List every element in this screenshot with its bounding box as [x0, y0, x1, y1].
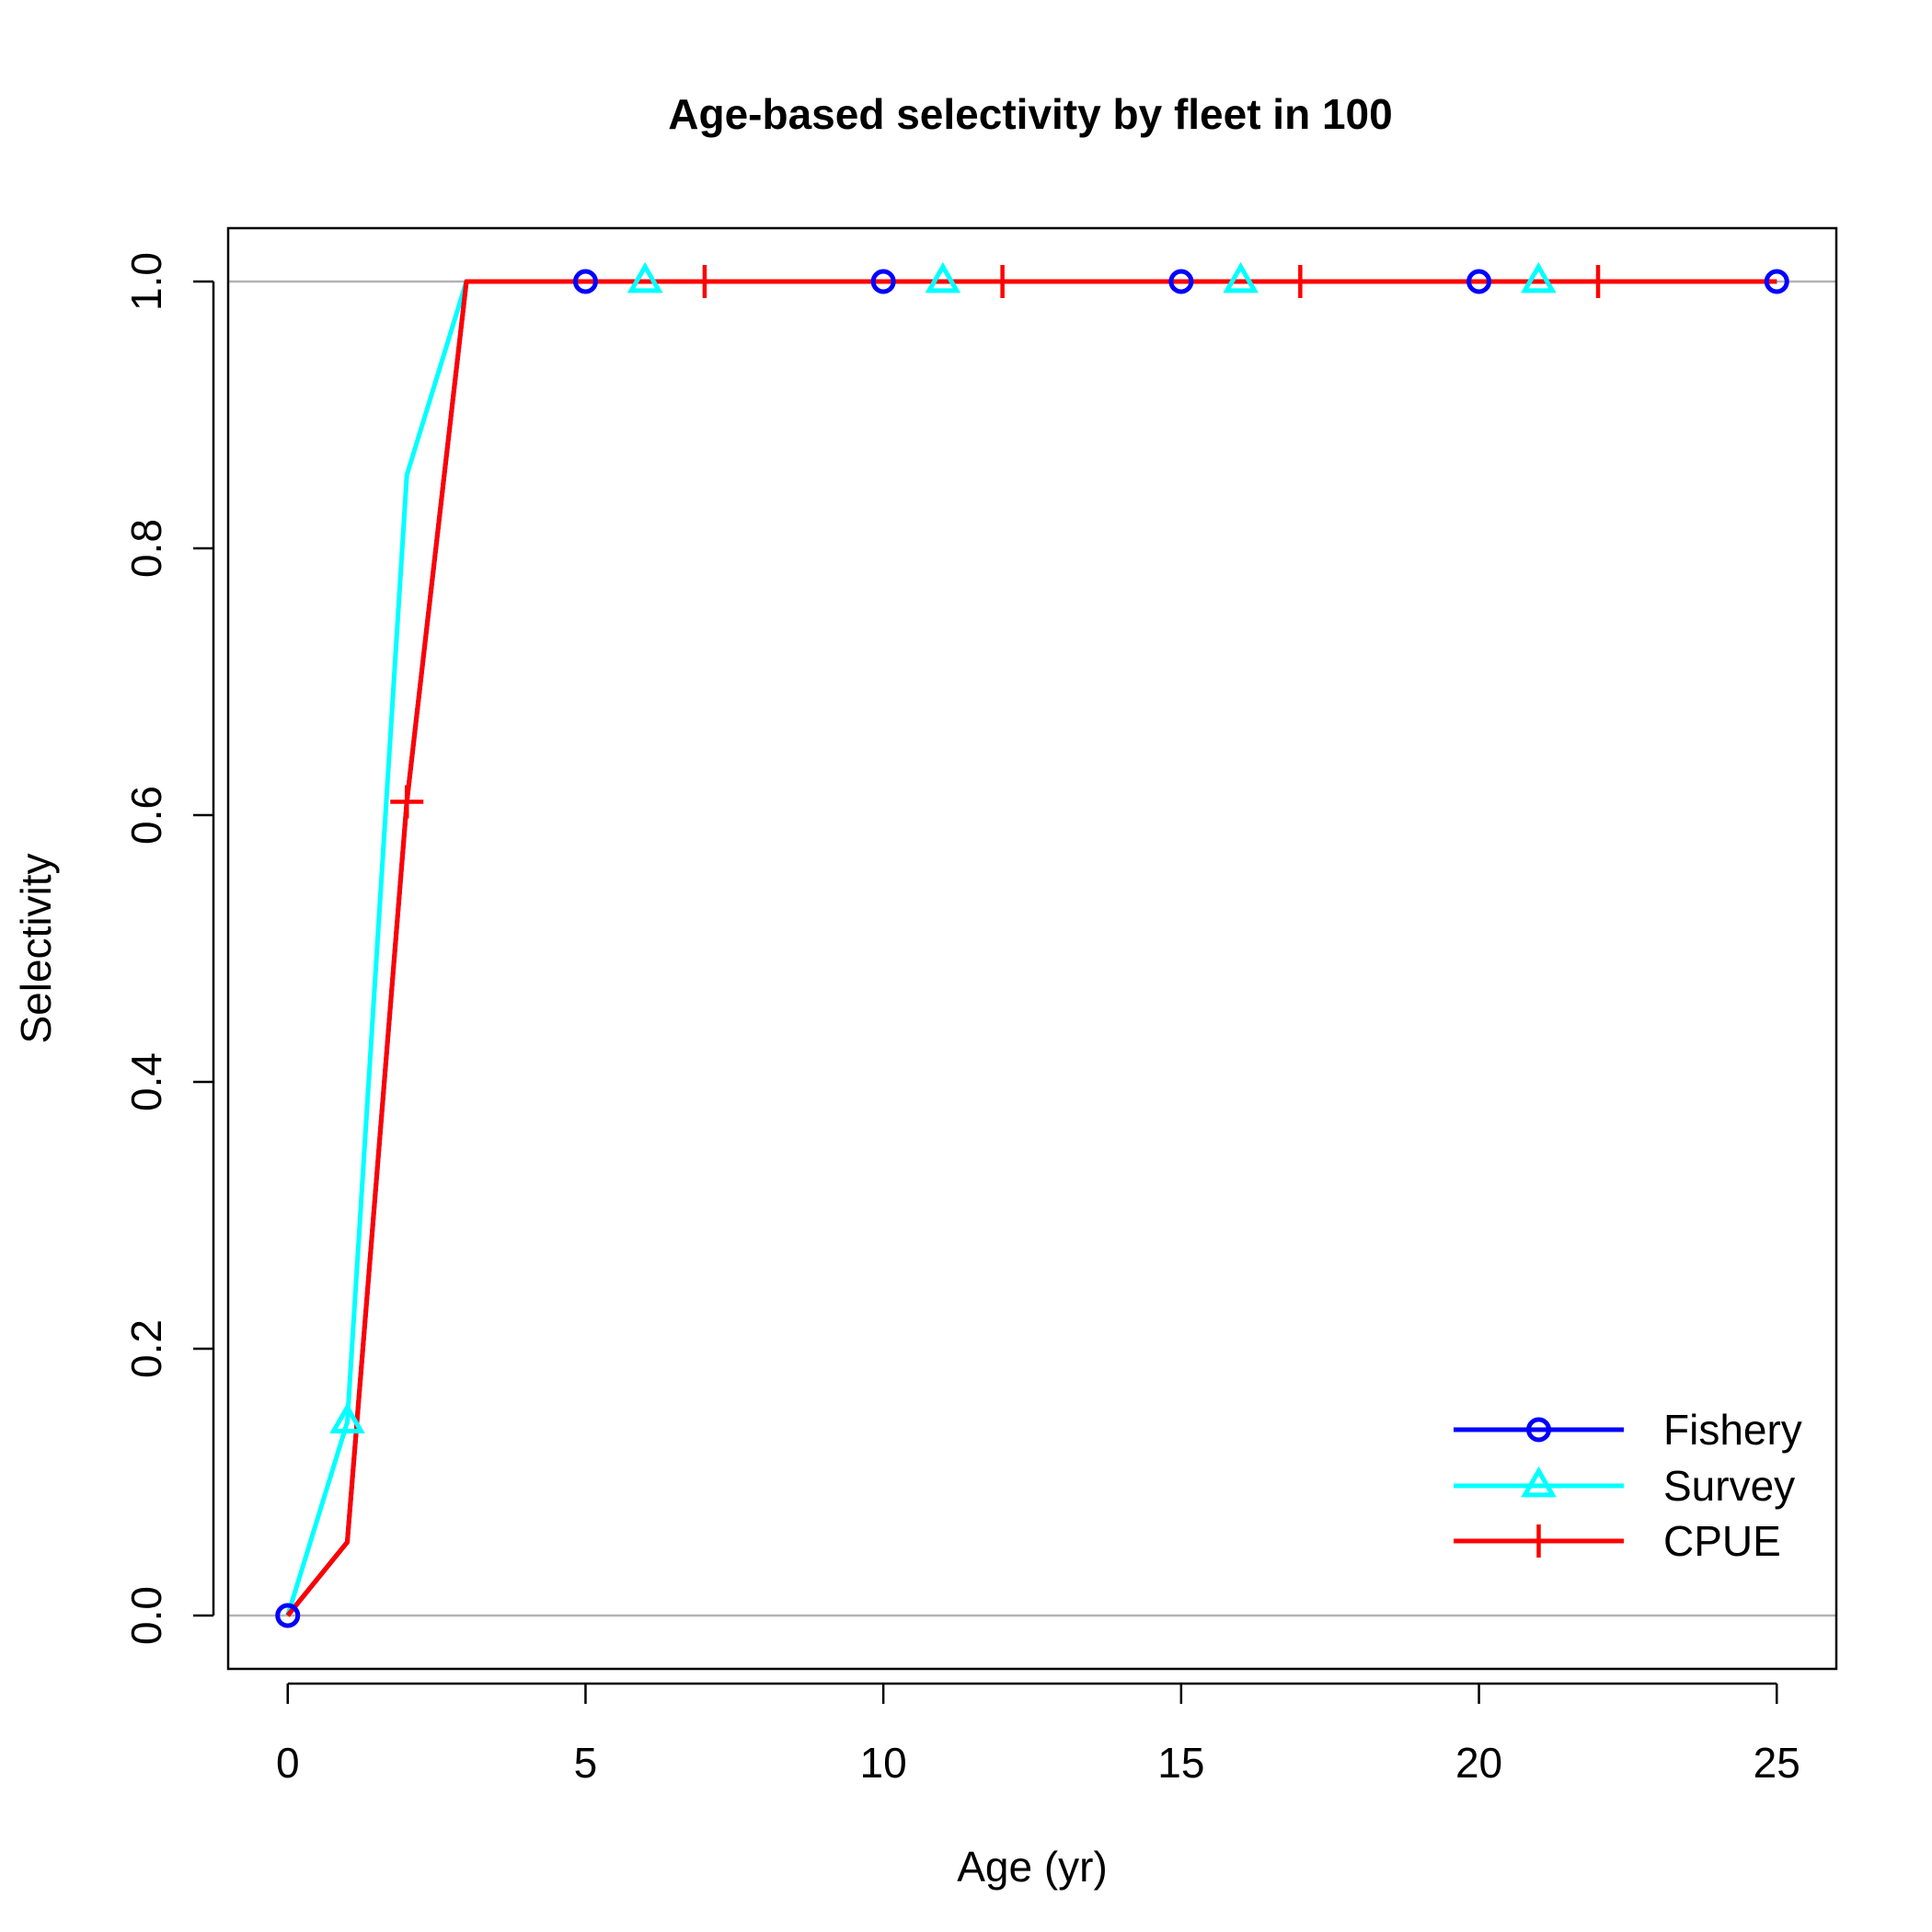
- y-tick-label: 0.8: [122, 519, 170, 578]
- marker-cpue-22: [1581, 265, 1616, 298]
- y-tick-label: 0.4: [122, 1052, 170, 1111]
- y-axis-label: Selectivity: [12, 853, 60, 1043]
- marker-cpue-12: [985, 265, 1019, 298]
- legend-label: Fishery: [1663, 1406, 1802, 1454]
- y-tick-label: 1.0: [122, 252, 170, 311]
- legend-marker-circle: [1526, 1417, 1551, 1443]
- chart-title: Age-based selectivity by fleet in 100: [668, 90, 1392, 138]
- marker-fishery-20: [1466, 269, 1492, 294]
- marker-cpue-17: [1283, 265, 1317, 298]
- marker-fishery-0: [275, 1603, 301, 1628]
- marker-survey-6: [627, 261, 663, 293]
- x-axis-label: Age (yr): [957, 1843, 1108, 1891]
- legend-marker-plus: [1522, 1524, 1556, 1558]
- x-tick-label: 10: [860, 1739, 907, 1787]
- legend-item-fishery: Fishery: [1454, 1406, 1802, 1454]
- legend-marker-triangle: [1521, 1466, 1557, 1498]
- y-axis: 0.0 0.2 0.4 0.6 0.8 1.0: [122, 252, 215, 1645]
- legend-label: CPUE: [1663, 1517, 1781, 1565]
- y-tick-label: 0.0: [122, 1586, 170, 1645]
- legend-item-cpue: CPUE: [1454, 1517, 1781, 1565]
- x-tick-label: 0: [276, 1739, 300, 1787]
- reference-lines: [228, 280, 1836, 1617]
- series-line-survey: [285, 279, 1777, 1616]
- marker-fishery-25: [1764, 269, 1789, 294]
- series-markers: [275, 261, 1789, 1628]
- series-line-cpue: [285, 279, 1777, 1617]
- x-axis: 0 5 10 15 20 25: [276, 1682, 1800, 1787]
- marker-survey-21: [1520, 261, 1557, 293]
- marker-survey-16: [1223, 261, 1259, 293]
- x-tick-label: 20: [1455, 1739, 1502, 1787]
- y-tick-label: 0.6: [122, 786, 170, 845]
- plot-frame: [226, 226, 1838, 1671]
- legend: Fishery Survey CPUE: [1454, 1406, 1802, 1565]
- y-tick-label: 0.2: [122, 1319, 170, 1378]
- x-tick-label: 5: [574, 1739, 598, 1787]
- marker-survey-1: [329, 1402, 365, 1434]
- legend-item-survey: Survey: [1454, 1462, 1795, 1510]
- x-tick-label: 25: [1754, 1739, 1800, 1787]
- legend-label: Survey: [1663, 1462, 1795, 1510]
- series-lines: [285, 279, 1777, 1617]
- marker-fishery-5: [572, 269, 598, 294]
- marker-cpue-2: [390, 785, 424, 819]
- series-line-fishery: [285, 279, 1777, 1617]
- marker-cpue-7: [687, 265, 721, 298]
- marker-survey-11: [925, 261, 961, 293]
- marker-fishery-15: [1168, 269, 1194, 294]
- marker-fishery-10: [870, 269, 896, 294]
- x-tick-label: 15: [1157, 1739, 1204, 1787]
